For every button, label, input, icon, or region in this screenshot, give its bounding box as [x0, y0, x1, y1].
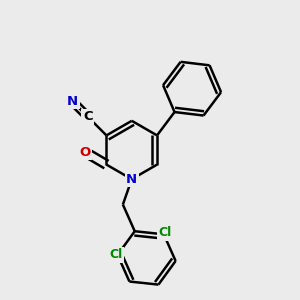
Text: N: N	[67, 95, 78, 108]
Text: C: C	[83, 110, 93, 123]
Text: N: N	[126, 173, 137, 186]
Text: Cl: Cl	[158, 226, 171, 239]
Text: O: O	[80, 146, 91, 158]
Text: Cl: Cl	[109, 248, 122, 261]
